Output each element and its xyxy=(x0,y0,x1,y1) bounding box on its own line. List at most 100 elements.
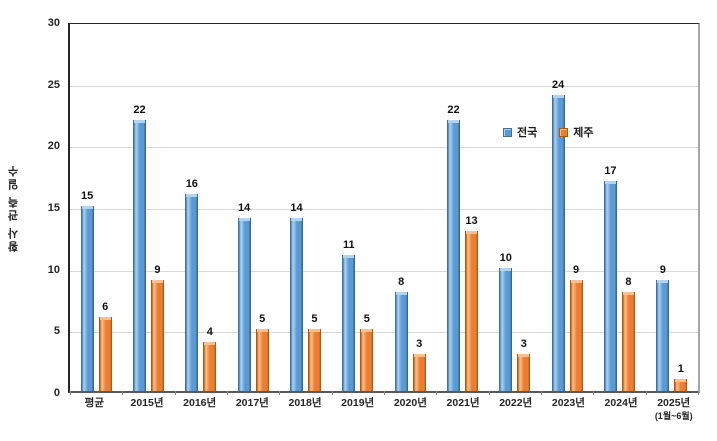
bar-jeju: 13 xyxy=(464,215,478,391)
bar-value-label: 9 xyxy=(573,264,580,276)
bar-national: 11 xyxy=(342,239,356,391)
bar-value-label: 10 xyxy=(499,251,512,264)
bar-value-label: 11 xyxy=(342,239,355,252)
bar-national: 8 xyxy=(394,276,408,391)
bar-group: 14 5 xyxy=(227,24,279,391)
bar-jeju: 4 xyxy=(203,326,217,391)
bar-national: 17 xyxy=(603,165,617,391)
bar-value-label: 14 xyxy=(238,202,251,215)
x-axis-tick xyxy=(698,391,699,395)
bar-jeju: 5 xyxy=(307,313,321,391)
bar-groups: 15 6 22 9 16 4 14 5 14 5 11 5 8 3 22 13 10 3 24 9 17 8 9 1 xyxy=(70,24,698,391)
bar-value-label: 22 xyxy=(447,103,460,116)
x-tick-label: 2020년 xyxy=(393,397,427,409)
legend-label-national: 전국 xyxy=(517,127,538,139)
bar-jeju: 3 xyxy=(412,338,426,391)
x-tick-label: 2025년 (1월~6월) xyxy=(647,397,700,423)
bar-group: 15 6 xyxy=(70,24,122,391)
gridline xyxy=(70,270,698,272)
bar-jeju: 5 xyxy=(255,313,269,391)
legend-item-jeju: 제주 xyxy=(559,124,594,140)
bar-national: 14 xyxy=(237,202,251,391)
gridline xyxy=(70,332,698,334)
x-tick-label: 2016년 xyxy=(183,397,217,409)
x-axis-tick xyxy=(384,391,385,395)
bar-value-label: 24 xyxy=(551,79,565,91)
bar-national: 9 xyxy=(656,264,670,391)
x-axis-tick xyxy=(436,391,438,395)
bar-value-label: 8 xyxy=(625,276,632,289)
legend-swatch-jeju-icon xyxy=(559,127,569,137)
bar-value-label: 4 xyxy=(206,325,213,338)
bar-jeju: 3 xyxy=(517,338,531,391)
x-axis-tick xyxy=(331,391,333,395)
x-tick-label: 평균 xyxy=(84,397,104,409)
x-axis-tick xyxy=(279,391,281,395)
y-axis-title: 황사 관측 일수 xyxy=(8,163,20,253)
x-tick-label: 2021년 xyxy=(446,397,480,409)
bar-value-label: 6 xyxy=(102,301,109,313)
bar-group: 10 3 xyxy=(489,24,541,391)
bar-value-label: 9 xyxy=(154,264,161,276)
bar-value-label: 17 xyxy=(604,165,617,178)
bar-national: 14 xyxy=(289,202,303,391)
x-tick-label: 2015년 xyxy=(130,397,164,409)
bar-jeju: 1 xyxy=(674,363,688,391)
gridline xyxy=(70,147,698,149)
x-tick-label: 2018년 xyxy=(288,397,322,409)
bar-national: 10 xyxy=(499,252,513,391)
x-tick-label: 2024년 xyxy=(604,397,638,409)
bar-value-label: 5 xyxy=(259,313,266,326)
x-axis-tick xyxy=(488,391,490,395)
bar-group: 22 9 xyxy=(122,24,174,391)
bar-value-label: 14 xyxy=(290,202,303,215)
x-axis-labels: 평균 2015년 2016년 2017년 2018년 2019년 2020년 2021년 202… xyxy=(68,397,700,423)
bar-value-label: 3 xyxy=(520,338,527,350)
plot-area: 15 6 22 9 16 4 14 5 14 5 11 5 8 3 22 13 10 3 24 9 17 8 9 1 전국 제… xyxy=(68,23,700,395)
legend-label-jeju: 제주 xyxy=(573,127,594,139)
bar-value-label: 9 xyxy=(659,264,666,276)
x-axis-tick xyxy=(593,391,595,395)
bar-jeju: 9 xyxy=(150,264,164,391)
bar-group: 16 4 xyxy=(175,24,227,391)
bar-national: 24 xyxy=(551,79,565,391)
x-tick-label: 2022년 xyxy=(499,397,533,409)
x-axis-tick xyxy=(122,391,124,395)
x-axis-tick xyxy=(70,391,71,395)
bar-jeju: 9 xyxy=(569,264,583,391)
x-axis-tick xyxy=(541,391,542,395)
bar-group: 17 8 xyxy=(593,24,645,391)
legend-item-national: 전국 xyxy=(503,124,537,140)
bar-value-label: 5 xyxy=(363,313,370,326)
gridline xyxy=(70,85,698,87)
bar-national: 22 xyxy=(132,104,146,391)
bar-value-label: 13 xyxy=(465,214,478,227)
gridline xyxy=(70,209,698,210)
bar-value-label: 22 xyxy=(133,103,146,116)
x-tick-label: 2017년 xyxy=(235,397,269,409)
bar-value-label: 15 xyxy=(81,190,94,202)
bar-national: 22 xyxy=(446,104,460,391)
x-axis-tick xyxy=(227,391,228,395)
bar-jeju: 5 xyxy=(360,313,374,391)
x-tick-label: 2019년 xyxy=(341,397,375,409)
bar-jeju: 8 xyxy=(621,276,635,391)
legend-swatch-national-icon xyxy=(503,127,512,137)
bar-value-label: 16 xyxy=(185,177,198,190)
legend: 전국 제주 xyxy=(503,124,594,140)
bar-value-label: 3 xyxy=(416,338,423,350)
bar-national: 16 xyxy=(185,178,199,391)
x-tick-sublabel: (1월~6월) xyxy=(654,411,693,421)
bar-value-label: 8 xyxy=(398,276,405,289)
bar-jeju: 6 xyxy=(98,301,112,391)
bar-group: 22 13 xyxy=(436,24,488,391)
bar-national: 15 xyxy=(80,190,94,391)
bar-value-label: 5 xyxy=(311,313,318,326)
x-axis-tick xyxy=(174,391,176,395)
x-axis-tick xyxy=(645,391,647,395)
bar-group: 24 9 xyxy=(541,24,593,391)
bar-group: 14 5 xyxy=(279,24,331,391)
